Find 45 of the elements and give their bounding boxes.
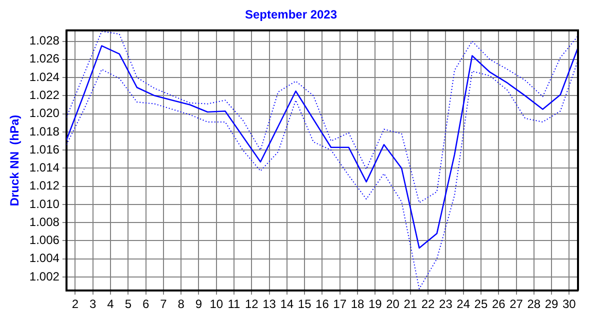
x-tick-label: 27 xyxy=(510,297,524,312)
x-tick-label: 8 xyxy=(178,297,185,312)
x-tick-label: 14 xyxy=(280,297,294,312)
x-tick-label: 11 xyxy=(228,297,241,312)
y-tick-label: 1.018 xyxy=(29,124,60,138)
x-tick-label: 18 xyxy=(350,297,364,312)
y-tick-label: 1.024 xyxy=(29,70,60,84)
y-tick-label: 1.022 xyxy=(29,88,60,102)
x-tick-label: 7 xyxy=(160,297,168,312)
y-tick-label: 1.002 xyxy=(29,269,60,284)
y-tick-label: 1.010 xyxy=(29,196,60,211)
x-tick-label: 26 xyxy=(492,297,506,312)
y-tick-label: 1.012 xyxy=(29,178,60,193)
y-tick-label: 1.004 xyxy=(29,251,60,266)
y-tick-label: 1.026 xyxy=(29,52,60,66)
x-tick-label: 6 xyxy=(142,297,150,312)
x-tick-label: 20 xyxy=(386,297,400,312)
y-tick-label: 1.008 xyxy=(29,214,60,229)
x-tick-label: 17 xyxy=(333,297,347,312)
x-tick-label: 22 xyxy=(421,297,436,312)
x-tick-label: 3 xyxy=(90,297,97,312)
x-tick-label: 12 xyxy=(244,297,259,312)
x-tick-label: 25 xyxy=(474,297,488,312)
x-tick-label: 9 xyxy=(195,297,202,312)
y-tick-label: 1.016 xyxy=(29,142,60,156)
x-tick-label: 5 xyxy=(124,297,132,312)
x-tick-label: 4 xyxy=(107,297,114,312)
x-tick-label: 16 xyxy=(316,297,330,312)
chart-title: September 2023 xyxy=(244,8,338,22)
y-tick-label: 1.020 xyxy=(29,106,60,120)
x-tick-label: 30 xyxy=(562,297,576,312)
y-tick-label: 1.014 xyxy=(29,160,60,175)
x-tick-label: 29 xyxy=(544,297,559,312)
x-tick-label: 2 xyxy=(72,297,79,312)
y-axis-title: Druck NN (hPa) xyxy=(8,114,22,206)
x-tick-label: 15 xyxy=(298,297,312,312)
x-tick-label: 19 xyxy=(368,297,382,312)
x-tick-label: 24 xyxy=(456,297,470,312)
x-tick-label: 23 xyxy=(439,297,453,312)
y-tick-label: 1.006 xyxy=(29,233,60,248)
y-tick-label: 1.028 xyxy=(29,34,60,48)
x-tick-label: 28 xyxy=(527,297,541,312)
x-tick-label: 13 xyxy=(262,297,276,312)
x-tick-label: 10 xyxy=(210,297,224,312)
x-tick-label: 21 xyxy=(404,297,418,312)
